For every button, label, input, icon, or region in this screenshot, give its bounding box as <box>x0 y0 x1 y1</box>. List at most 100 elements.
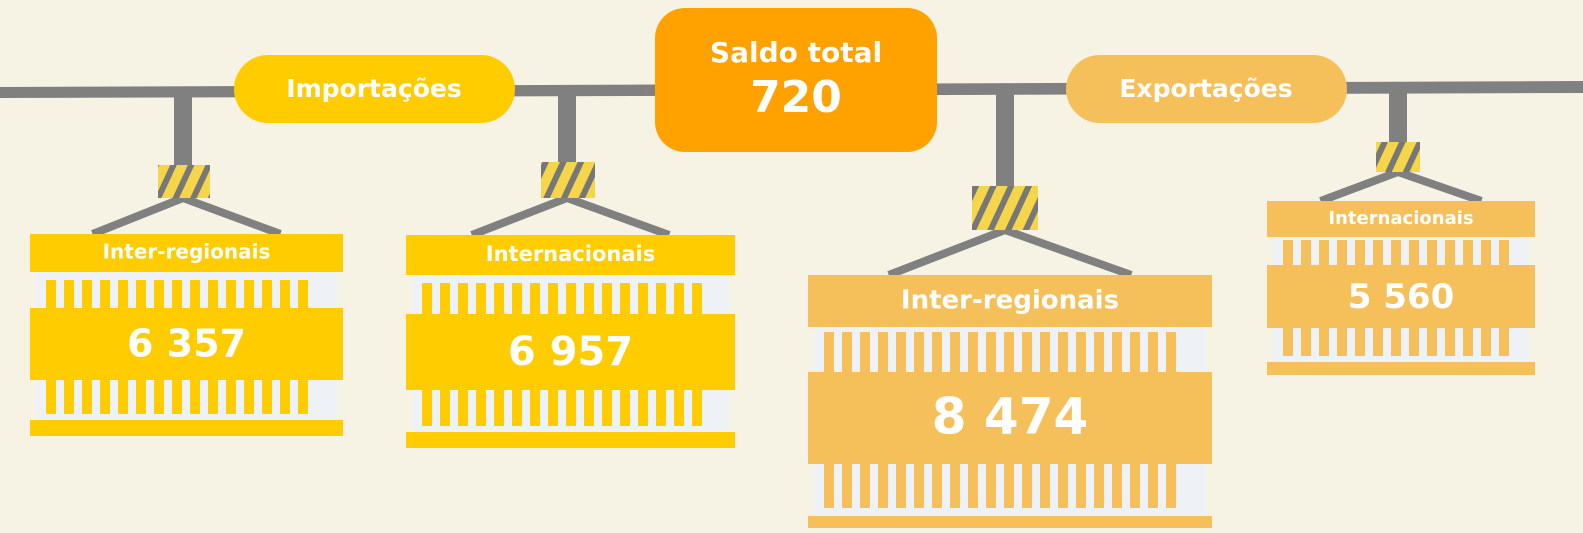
container-value: 6 957 <box>508 329 633 375</box>
stripe <box>914 464 924 508</box>
stripe <box>262 380 272 414</box>
stripe <box>1166 332 1176 372</box>
stripe <box>1499 240 1509 265</box>
stripe <box>530 283 540 314</box>
stripe <box>968 332 978 372</box>
stripe <box>1463 328 1473 356</box>
stripe <box>476 283 486 314</box>
stripe <box>1094 332 1104 372</box>
stripe <box>950 464 960 508</box>
stripe <box>692 283 702 314</box>
stripe <box>1112 332 1122 372</box>
stripe <box>1094 464 1104 508</box>
hook-post <box>996 90 1014 186</box>
stripe <box>208 280 218 308</box>
stripe <box>1337 328 1347 356</box>
stripe <box>656 283 666 314</box>
stripe <box>1481 240 1491 265</box>
stripe <box>1022 332 1032 372</box>
stripe <box>1319 328 1329 356</box>
stripe <box>1004 464 1014 508</box>
stripe <box>1409 240 1419 265</box>
container-label: Inter-regionais <box>103 240 271 264</box>
stripe <box>1040 332 1050 372</box>
center-label: Saldo total <box>710 36 882 69</box>
stripe <box>1058 464 1068 508</box>
stripe <box>1445 240 1455 265</box>
stripe <box>190 380 200 414</box>
stripe <box>602 390 612 426</box>
stripe <box>914 332 924 372</box>
center-value: 720 <box>750 72 842 123</box>
stripe <box>1130 464 1140 508</box>
stripe <box>136 280 146 308</box>
stripe <box>136 380 146 414</box>
stripe <box>842 332 852 372</box>
stripe <box>620 283 630 314</box>
hook-post <box>558 92 576 162</box>
stripe <box>986 332 996 372</box>
stripe <box>458 390 468 426</box>
container-value: 5 560 <box>1348 277 1454 317</box>
stripe <box>172 380 182 414</box>
stripe <box>932 464 942 508</box>
stripe <box>530 390 540 426</box>
stripe <box>584 283 594 314</box>
stripe <box>860 332 870 372</box>
bottom-bar <box>30 420 343 436</box>
stripe <box>1355 240 1365 265</box>
stripe <box>118 380 128 414</box>
stripe <box>494 283 504 314</box>
stripe <box>172 280 182 308</box>
stripe <box>46 380 56 414</box>
infographic: Importações Exportações Saldo total 720 … <box>0 0 1583 533</box>
stripe <box>1040 464 1050 508</box>
stripe <box>154 280 164 308</box>
stripe <box>656 390 666 426</box>
stripe <box>226 280 236 308</box>
stripe <box>512 283 522 314</box>
stripe <box>280 280 290 308</box>
stripe <box>692 390 702 426</box>
hazard-box <box>1376 142 1420 172</box>
stripe <box>64 280 74 308</box>
stripe <box>298 380 308 414</box>
stripe <box>298 280 308 308</box>
stripe <box>1337 240 1347 265</box>
stripe <box>1283 240 1293 265</box>
stripe <box>1355 328 1365 356</box>
stripe <box>896 464 906 508</box>
stripe <box>1373 240 1383 265</box>
stripe <box>896 332 906 372</box>
stripe <box>1301 240 1311 265</box>
stripe <box>1427 240 1437 265</box>
stripe <box>1148 464 1158 508</box>
container-value: 8 474 <box>932 388 1089 446</box>
stripe <box>860 464 870 508</box>
stripe <box>638 390 648 426</box>
stripe <box>262 280 272 308</box>
stripe <box>1076 332 1086 372</box>
stripe <box>154 380 164 414</box>
stripe <box>64 380 74 414</box>
page: Importações Exportações Saldo total 720 … <box>0 0 1583 533</box>
stripe <box>280 380 290 414</box>
stripe <box>824 332 834 372</box>
stripe <box>1076 464 1086 508</box>
stripe <box>1022 464 1032 508</box>
stripe <box>1004 332 1014 372</box>
stripe <box>842 464 852 508</box>
hook-post <box>174 92 192 165</box>
stripe <box>968 464 978 508</box>
bottom-bar <box>406 432 735 448</box>
stripe <box>244 380 254 414</box>
stripe <box>548 390 558 426</box>
stripe <box>932 332 942 372</box>
stripe <box>100 380 110 414</box>
stripe <box>1148 332 1158 372</box>
stripe <box>1445 328 1455 356</box>
stripe <box>1499 328 1509 356</box>
stripe <box>566 283 576 314</box>
hazard-box <box>158 165 210 198</box>
stripe <box>548 283 558 314</box>
